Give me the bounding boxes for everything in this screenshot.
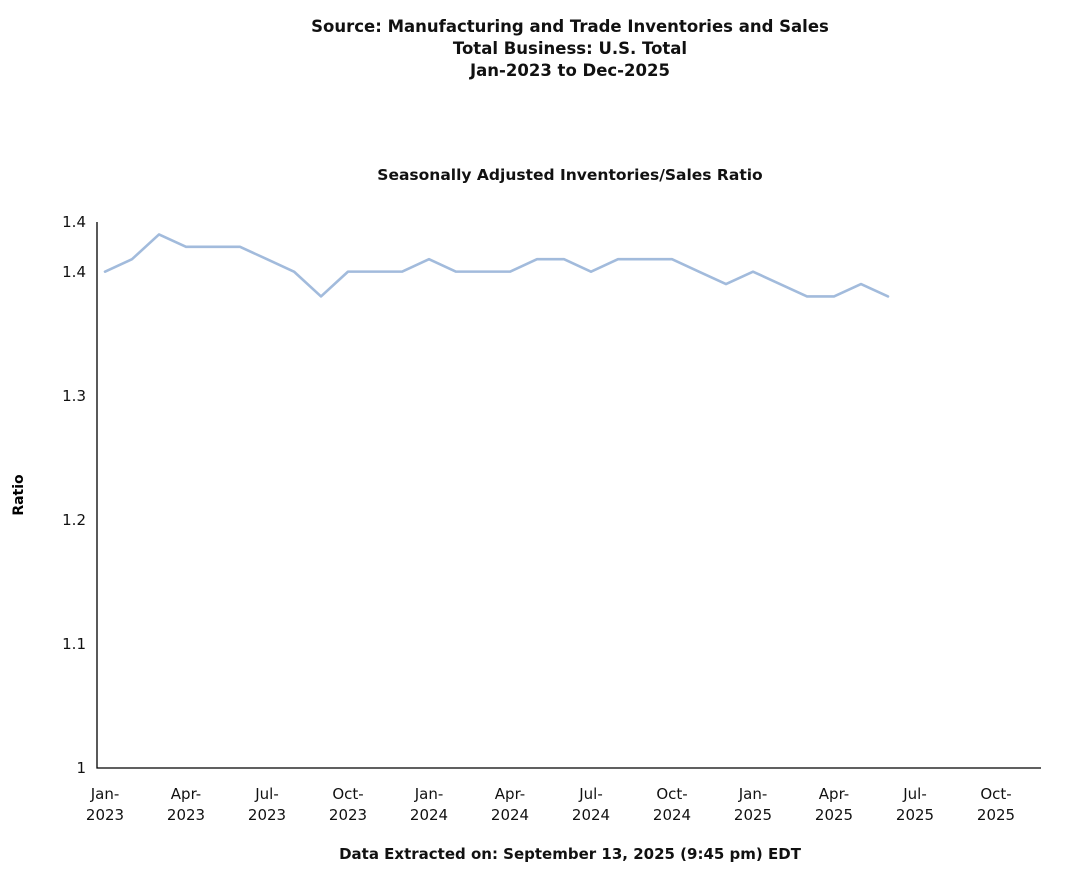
x-tick-year: 2024 <box>409 806 449 824</box>
x-tick-month: Jul- <box>255 785 279 803</box>
y-tick-label: 1.4 <box>62 262 86 281</box>
x-tick-year: 2025 <box>733 806 773 824</box>
x-tick-label: Jul- 2025 <box>873 784 957 826</box>
x-tick-month: Jan- <box>90 785 120 803</box>
x-tick-month: Oct- <box>332 785 364 803</box>
x-tick-label: Jul- 2023 <box>225 784 309 826</box>
x-tick-label: Jul- 2024 <box>549 784 633 826</box>
x-tick-label: Apr- 2023 <box>144 784 228 826</box>
x-tick-month: Apr- <box>818 785 850 803</box>
x-tick-label: Oct- 2023 <box>306 784 390 826</box>
x-tick-label: Apr- 2024 <box>468 784 552 826</box>
x-tick-year: 2025 <box>814 806 854 824</box>
x-tick-month: Jan- <box>738 785 768 803</box>
y-tick-label: 1.2 <box>62 510 86 529</box>
extraction-timestamp: Data Extracted on: September 13, 2025 (9… <box>339 845 801 863</box>
x-tick-year: 2024 <box>490 806 530 824</box>
x-tick-year: 2023 <box>328 806 368 824</box>
x-tick-year: 2024 <box>571 806 611 824</box>
x-tick-year: 2023 <box>247 806 287 824</box>
y-tick-label: 1.1 <box>62 634 86 653</box>
source-header-line3: Jan-2023 to Dec-2025 <box>470 61 670 80</box>
y-tick-label: 1 <box>76 759 86 777</box>
x-tick-month: Jan- <box>414 785 444 803</box>
x-tick-month: Jul- <box>903 785 927 803</box>
x-tick-month: Apr- <box>170 785 202 803</box>
chart-axes <box>96 222 1041 769</box>
x-tick-month: Oct- <box>980 785 1012 803</box>
source-header-line1: Source: Manufacturing and Trade Inventor… <box>311 17 829 36</box>
x-tick-label: Oct- 2024 <box>630 784 714 826</box>
x-tick-year: 2024 <box>652 806 692 824</box>
x-tick-label: Oct- 2025 <box>954 784 1038 826</box>
x-tick-year: 2023 <box>85 806 125 824</box>
source-header-line2: Total Business: U.S. Total <box>452 39 688 58</box>
ratio-series-line <box>103 233 890 298</box>
source-header: Source: Manufacturing and Trade Inventor… <box>60 16 1080 82</box>
x-tick-label: Apr- 2025 <box>792 784 876 826</box>
x-tick-label: Jan- 2024 <box>387 784 471 826</box>
x-tick-label: Jan- 2023 <box>63 784 147 826</box>
x-tick-month: Jul- <box>579 785 603 803</box>
x-tick-label: Jan- 2025 <box>711 784 795 826</box>
x-tick-year: 2025 <box>976 806 1016 824</box>
x-tick-month: Apr- <box>494 785 526 803</box>
x-tick-year: 2025 <box>895 806 935 824</box>
chart-title: Seasonally Adjusted Inventories/Sales Ra… <box>377 166 763 184</box>
y-tick-label: 1.3 <box>62 386 86 405</box>
x-tick-month: Oct- <box>656 785 688 803</box>
x-tick-year: 2023 <box>166 806 206 824</box>
y-tick-label: 1.4 <box>62 213 86 231</box>
